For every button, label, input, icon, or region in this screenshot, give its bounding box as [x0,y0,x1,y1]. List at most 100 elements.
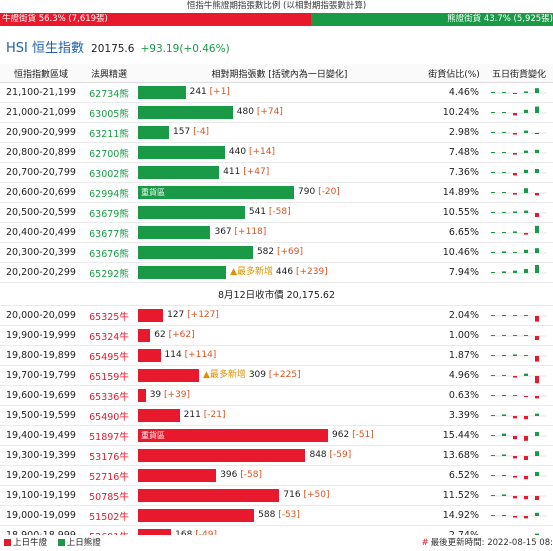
five-day-trend-chart [489,472,547,480]
contracts-cell: 411 [+47] [136,162,423,183]
contracts-cell: 396 [-58] [136,465,423,486]
table-row: 20,600-20,699 62994熊 重貨區 790 [-20] 14.89% [0,182,553,203]
daily-change: [+118] [234,227,267,237]
trend-bar [524,315,528,316]
range-cell: 20,700-20,799 [0,162,82,183]
warrant-code-link[interactable]: 65324牛 [82,325,136,346]
table-row: 19,400-19,499 51897牛 重貨區 962 [-51] 15.44% [0,425,553,446]
cbbc-table: 恒指指數區域 法興精選 相對期指張數 [括號內為一日變化] 街貨佔比(%) 五日… [0,64,553,546]
five-day-trend-cell [485,262,553,283]
closing-price-label: 8月12日收市價 20,175.62 [0,282,553,306]
five-day-trend-chart [489,88,547,94]
contracts-cell: 62 [+62] [136,325,423,346]
contracts-bar [138,266,227,279]
warrant-code-link[interactable]: 65325牛 [82,305,136,326]
contracts-cell: 241 [+1] [136,82,423,103]
legend: 上日牛證 上日熊證 # 最後更新時間: 2022-08-15 08: [0,535,553,551]
contracts-cell: 157 [-4] [136,122,423,143]
share-pct-cell: 3.39% [423,405,485,426]
page-title: 恒指牛熊證期指張數比例 (以相對期指張數計算) [186,1,367,11]
col-header-pct: 街貨佔比(%) [423,64,485,83]
warrant-code-link[interactable]: 65159牛 [82,365,136,386]
warrant-code-link[interactable]: 63005熊 [82,102,136,123]
warrant-code-link[interactable]: 65490牛 [82,405,136,426]
contracts-label: 588 [-53] [258,509,300,522]
contracts-label: 716 [+50] [283,489,329,502]
contracts-label: 480 [+74] [237,106,283,119]
trend-bar [524,396,528,397]
contracts-bar [138,389,146,402]
contracts-cell: 480 [+74] [136,102,423,123]
index-name[interactable]: HSI 恒生指數 [6,41,84,56]
range-cell: 19,300-19,399 [0,445,82,466]
share-pct-cell: 4.46% [423,82,485,103]
daily-change: [+1] [209,87,230,97]
trend-bar [513,476,517,478]
five-day-trend-chart [489,413,547,420]
trend-bar [491,315,495,316]
warrant-code-link[interactable]: 51502牛 [82,505,136,526]
five-day-trend-cell [485,162,553,183]
range-cell: 21,100-21,199 [0,82,82,103]
trend-bar [524,233,528,235]
contracts-bar [138,469,217,482]
warrant-code-link[interactable]: 62994熊 [82,182,136,203]
warrant-code-link[interactable]: 53176牛 [82,445,136,466]
warrant-code-link[interactable]: 65495牛 [82,345,136,366]
trend-bar [535,213,539,217]
daily-change: [-59] [329,450,352,460]
trend-bar [524,130,528,133]
trend-bar [502,414,506,416]
contracts-value: 157 [173,127,191,137]
warrant-code-link[interactable]: 62734熊 [82,82,136,103]
contracts-bar [138,449,306,462]
contracts-label: 127 [+127] [167,309,219,322]
five-day-trend-chart [489,451,547,460]
share-pct-cell: 14.89% [423,182,485,203]
warrant-code-link[interactable]: 63676熊 [82,242,136,263]
contracts-bar [138,126,169,139]
trend-bar [491,172,495,173]
trend-bar [491,92,495,93]
range-cell: 19,800-19,899 [0,345,82,366]
warrant-code-link[interactable]: 63679熊 [82,202,136,223]
bear-legend-swatch [57,539,65,546]
trend-bar [491,375,495,376]
range-cell: 21,000-21,099 [0,102,82,123]
trend-bar [513,436,517,440]
contracts-bar [138,226,211,239]
range-cell: 20,600-20,699 [0,182,82,203]
warrant-code-link[interactable]: 65292熊 [82,262,136,283]
most-new-label: ▲最多新增 [203,370,246,380]
warrant-code-link[interactable]: 63211熊 [82,122,136,143]
trend-bar [491,455,495,456]
contracts-label: 367 [+118] [214,226,266,239]
trend-bar [513,335,517,336]
trend-bar [524,416,528,420]
five-day-trend-chart [489,354,547,362]
contracts-label: 114 [+114] [165,349,217,362]
trend-bar [535,512,539,516]
warrant-code-link[interactable]: 62700熊 [82,142,136,163]
heavy-zone-tag: 重貨區 [141,188,165,197]
warrant-code-link[interactable]: 63002熊 [82,162,136,183]
trend-bar [502,152,506,153]
contracts-value: 367 [214,227,232,237]
trend-bar [524,188,528,193]
warrant-code-link[interactable]: 52716牛 [82,465,136,486]
warrant-code-link[interactable]: 65336牛 [82,385,136,406]
index-value: 20175.6 [91,43,135,55]
contracts-value: 446 [275,267,294,277]
five-day-trend-cell [485,485,553,506]
five-day-trend-chart [489,149,547,155]
warrant-code-link[interactable]: 51897牛 [82,425,136,446]
warrant-code-link[interactable]: 50785牛 [82,485,136,506]
table-row: 19,700-19,799 65159牛 ▲最多新增 309 [+225] 4.96% [0,365,553,386]
table-row: 20,900-20,999 63211熊 157 [-4] 2.98% [0,122,553,143]
bear-ratio-segment [311,13,553,26]
warrant-code-link[interactable]: 63677熊 [82,222,136,243]
daily-change: [+69] [277,247,304,257]
contracts-bar [138,246,253,259]
five-day-trend-chart [489,210,547,217]
share-pct-cell: 11.52% [423,485,485,506]
